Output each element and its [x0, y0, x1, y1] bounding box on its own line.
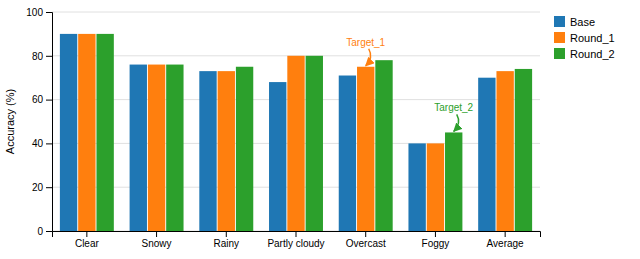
bar: [478, 78, 495, 231]
annotation-arrow: [454, 114, 459, 131]
y-tick-mark: [46, 12, 52, 13]
x-tick: Average: [487, 231, 525, 249]
y-axis-title: Accuracy (%): [4, 89, 16, 154]
grid-line: [52, 12, 540, 13]
chart-svg: 0 20 40 60 80 100 Clear Snowy Rainy Partly cloudy…: [0, 0, 640, 259]
bar: [496, 71, 513, 231]
bar: [236, 67, 253, 231]
legend-swatch: [554, 48, 565, 59]
y-tick-label: 80: [32, 51, 44, 62]
legend-item: Round_2: [554, 48, 615, 60]
y-tick-label: 100: [26, 7, 43, 18]
bar: [357, 67, 374, 231]
legend-label: Round_1: [570, 32, 615, 44]
x-tick-mark: [435, 231, 436, 237]
y-tick-mark: [46, 143, 52, 144]
y-tick: 20: [32, 182, 52, 193]
y-axis: 0 20 40 60 80 100: [26, 7, 52, 237]
x-axis: Clear Snowy Rainy Partly cloudy Overcast Fogg…: [53, 231, 541, 249]
bar: [306, 56, 323, 231]
bar: [375, 60, 392, 231]
x-axis-line: [53, 232, 541, 238]
bar: [78, 34, 95, 231]
y-tick: 0: [37, 226, 52, 237]
bar: [199, 71, 216, 231]
bar: [427, 143, 444, 231]
x-tick-mark: [505, 231, 506, 237]
x-tick-mark: [226, 231, 227, 237]
bar: [60, 34, 77, 231]
x-tick: Rainy: [213, 231, 239, 249]
y-tick: 80: [32, 51, 52, 62]
bar: [445, 132, 462, 231]
y-tick-label: 60: [32, 94, 44, 105]
bar: [339, 76, 356, 231]
x-tick: Overcast: [346, 231, 386, 249]
y-axis-line: [46, 13, 53, 232]
y-tick-label: 20: [32, 182, 44, 193]
annotation: Target_1: [346, 37, 385, 48]
x-tick-label: Partly cloudy: [267, 238, 324, 249]
x-tick-label: Rainy: [213, 238, 239, 249]
x-tick-mark: [296, 231, 297, 237]
y-tick: 40: [32, 138, 52, 149]
grid: [52, 12, 540, 231]
y-tick-label: 40: [32, 138, 44, 149]
x-tick-label: Average: [487, 238, 525, 249]
bar-series: [96, 34, 532, 231]
annotation: Target_2: [434, 102, 473, 113]
y-tick-label: 0: [37, 226, 43, 237]
x-tick-label: Overcast: [346, 238, 386, 249]
legend-label: Base: [570, 16, 595, 28]
x-tick: Partly cloudy: [267, 231, 324, 249]
bars: [60, 34, 532, 231]
bar: [130, 65, 147, 231]
bar: [515, 69, 532, 231]
bar: [269, 82, 286, 231]
chart-container: 0 20 40 60 80 100 Clear Snowy Rainy Partly cloudy…: [0, 0, 640, 259]
annotations: Target_1 Target_2: [346, 37, 473, 132]
y-tick: 100: [26, 7, 52, 18]
x-tick-label: Clear: [75, 238, 100, 249]
legend-swatch: [554, 16, 565, 27]
legend-swatch: [554, 32, 565, 43]
y-tick-mark: [46, 56, 52, 57]
plot-area: 0 20 40 60 80 100 Clear Snowy Rainy Partly cloudy…: [4, 7, 615, 249]
bar: [166, 65, 183, 231]
legend-item: Base: [554, 16, 595, 28]
annotation-arrow: [366, 49, 371, 66]
legend-item: Round_1: [554, 32, 615, 44]
x-tick-label: Foggy: [422, 238, 450, 249]
bar-series: [78, 34, 514, 231]
x-tick: Clear: [75, 231, 100, 249]
x-tick-mark: [365, 231, 366, 237]
legend: Base Round_1 Round_2: [554, 16, 615, 60]
bar: [218, 71, 235, 231]
bar: [287, 56, 304, 231]
bar: [408, 143, 425, 231]
bar-series: [60, 34, 496, 231]
x-tick-mark: [156, 231, 157, 237]
bar: [96, 34, 113, 231]
x-tick: Foggy: [422, 231, 450, 249]
y-tick-mark: [46, 187, 52, 188]
x-tick-mark: [86, 231, 87, 237]
y-tick-mark: [46, 231, 52, 232]
x-tick: Snowy: [142, 231, 172, 249]
bar: [148, 65, 165, 231]
legend-label: Round_2: [570, 48, 615, 60]
y-tick: 60: [32, 94, 52, 105]
y-tick-mark: [46, 100, 52, 101]
x-tick-label: Snowy: [142, 238, 172, 249]
